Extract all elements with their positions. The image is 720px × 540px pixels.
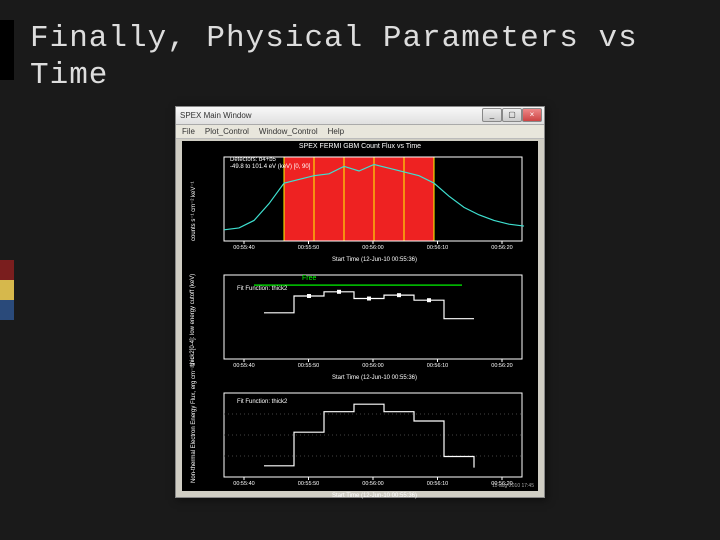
svg-text:00:55:40: 00:55:40 — [233, 363, 254, 367]
window-controls: _ ▢ × — [482, 108, 542, 122]
free-label: Free — [302, 275, 316, 282]
svg-text:00:56:10: 00:56:10 — [427, 245, 448, 249]
svg-text:00:56:20: 00:56:20 — [491, 363, 512, 367]
svg-text:00:55:50: 00:55:50 — [298, 481, 319, 485]
detector-info: Detectors: b4+b5 -49.8 to 101.4 eV (keV)… — [230, 157, 310, 170]
title-bar[interactable]: SPEX Main Window _ ▢ × — [176, 107, 544, 125]
svg-text:00:56:00: 00:56:00 — [362, 363, 383, 367]
panel-3-xlabel: Start Time (12-Jun-10 00:55:36) — [222, 493, 527, 499]
window-title: SPEX Main Window — [180, 111, 252, 120]
menu-help[interactable]: Help — [328, 127, 344, 136]
svg-text:00:56:00: 00:56:00 — [362, 481, 383, 485]
chart-title: SPEX FERMI GBM Count Flux vs Time — [182, 143, 538, 150]
panel-3: 00:55:4000:55:5000:56:0000:56:1000:56:20… — [222, 391, 526, 485]
svg-text:00:55:50: 00:55:50 — [298, 363, 319, 367]
panel-1-xlabel: Start Time (12-Jun-10 00:55:36) — [222, 257, 527, 263]
menu-plot-control[interactable]: Plot_Control — [205, 127, 249, 136]
menu-file[interactable]: File — [182, 127, 195, 136]
svg-text:00:55:40: 00:55:40 — [233, 245, 254, 249]
panel-2-xlabel: Start Time (12-Jun-10 00:55:36) — [222, 375, 527, 381]
slide-title: Finally, Physical Parameters vs Time — [30, 20, 720, 94]
menu-bar: File Plot_Control Window_Control Help — [176, 125, 544, 139]
footer-date: 11-aug-2010 17:45 — [492, 483, 534, 489]
panel-3-svg: 00:55:4000:55:5000:56:0000:56:1000:56:20… — [222, 391, 527, 485]
app-window: SPEX Main Window _ ▢ × File Plot_Control… — [175, 106, 545, 498]
panel-3-ylabel: Non-thermal Electron Energy Flux, erg cm… — [190, 358, 197, 483]
svg-text:00:55:50: 00:55:50 — [298, 245, 319, 249]
panel-3-fit-label: Fit Function: thick2 — [237, 399, 287, 405]
panel-1-ylabel: counts s⁻¹ cm⁻² keV⁻¹ — [190, 181, 197, 241]
plot-area: SPEX FERMI GBM Count Flux vs Time 00:55:… — [182, 141, 538, 491]
svg-text:00:56:20: 00:56:20 — [491, 245, 512, 249]
side-accent-stripes — [0, 260, 14, 320]
svg-text:00:56:00: 00:56:00 — [362, 245, 383, 249]
panel-2-ylabel: thick2[0-4]: low energy cutoff (keV) — [190, 274, 196, 366]
side-accent-top — [0, 20, 14, 80]
menu-window-control[interactable]: Window_Control — [259, 127, 318, 136]
svg-text:00:56:10: 00:56:10 — [427, 363, 448, 367]
svg-text:00:55:40: 00:55:40 — [233, 481, 254, 485]
panel-2-fit-label: Fit Function: thick2 — [237, 286, 287, 292]
svg-text:00:56:10: 00:56:10 — [427, 481, 448, 485]
minimize-button[interactable]: _ — [482, 108, 502, 122]
close-button[interactable]: × — [522, 108, 542, 122]
maximize-button[interactable]: ▢ — [502, 108, 522, 122]
